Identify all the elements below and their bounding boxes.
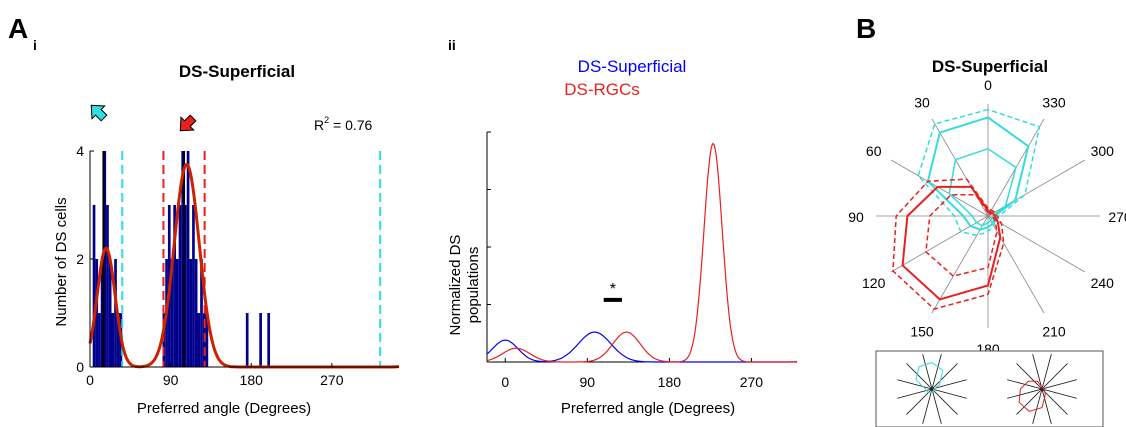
polar-spokes: [876, 104, 1100, 328]
svg-text:Normalized DS: Normalized DS: [447, 235, 464, 336]
polar-plot: DS-Superficial 0306090120150180210240270…: [848, 57, 1126, 427]
polar-angle-label: 210: [1042, 323, 1066, 339]
r-squared-annotation: R2 = 0.76: [314, 115, 373, 133]
x-tick-label: 90: [580, 374, 596, 390]
inset-spoke: [922, 354, 942, 424]
polar-angle-label: 330: [1042, 95, 1066, 111]
histogram-bar: [197, 313, 201, 367]
polar-angle-label: 30: [914, 95, 930, 111]
histogram-bar: [173, 205, 176, 367]
histogram-bar: [186, 151, 190, 367]
chart-a-title: DS-Superficial: [179, 62, 295, 81]
chart-a-ylabel: Number of DS cells: [53, 197, 70, 326]
histogram-bar: [181, 151, 185, 367]
series-ds-rgcs: [486, 142, 797, 363]
polar-angle-label: 90: [848, 209, 864, 225]
svg-text:populations: populations: [465, 247, 482, 324]
cyan-dashed-trace: [917, 108, 1041, 237]
x-tick-label: 180: [658, 374, 682, 390]
x-tick-label: 0: [501, 374, 509, 390]
y-tick-label: 0: [76, 359, 84, 375]
legend-ds-superficial: DS-Superficial: [578, 57, 687, 76]
polar-spoke: [890, 159, 989, 217]
cyan-solid-trace: [926, 116, 1030, 231]
polar-angle-label: 270: [1108, 209, 1126, 225]
chart-b-axes: 0 90 180 270: [486, 131, 797, 390]
panel-letter-ii: ii: [448, 37, 456, 53]
histogram-bar: [111, 313, 115, 367]
polar-angle-label: 300: [1091, 143, 1115, 159]
histogram-bar: [170, 259, 174, 367]
histogram-bar: [245, 313, 249, 367]
x-tick-label: 0: [86, 372, 94, 388]
histogram-bar: [92, 205, 96, 367]
inset-trace: [1018, 380, 1046, 412]
histogram-bar: [205, 313, 209, 367]
polar-angle-label: 150: [910, 323, 934, 339]
polar-spoke: [931, 215, 989, 314]
panel-letter-b: B: [856, 13, 876, 44]
significance-star: *: [610, 281, 616, 298]
histogram-bar: [178, 205, 182, 367]
panel-letter-i: i: [33, 37, 37, 53]
inset-trace: [915, 362, 944, 394]
histogram-bar: [108, 259, 112, 367]
histogram-bar: [114, 259, 117, 367]
histogram-bar: [106, 205, 109, 367]
polar-traces: [892, 108, 1041, 310]
panel-letter-a: A: [8, 13, 28, 44]
polar-angle-label: 240: [1091, 275, 1115, 291]
histogram-bar: [95, 259, 99, 367]
histogram-bar: [200, 259, 203, 367]
x-tick-label: 270: [740, 374, 764, 390]
red-solid-trace: [901, 185, 1002, 301]
polar-spoke: [987, 215, 1045, 314]
reference-lines: [102, 151, 382, 367]
histogram-bar: [98, 313, 101, 367]
x-tick-label: 270: [320, 372, 344, 388]
histogram-bar: [184, 205, 187, 367]
chart-b-ylabel: Normalized DS populations: [447, 235, 482, 336]
histogram-bar: [267, 313, 271, 367]
histogram-bar: [259, 313, 262, 367]
histogram-bar: [116, 313, 120, 367]
inset-spoke: [1032, 354, 1052, 424]
inset-box: [875, 350, 1104, 427]
polar-spoke: [890, 215, 989, 273]
inset-mini-polars: [897, 354, 1077, 424]
red-inner-trace: [925, 193, 998, 277]
population-chart: DS-Superficial DS-RGCs 0 90 180 270 * Prefe…: [447, 57, 798, 417]
red-arrow-icon: [179, 114, 197, 132]
legend-ds-rgcs: DS-RGCs: [564, 80, 640, 99]
histogram-bar: [192, 205, 195, 367]
chart-c-title: DS-Superficial: [932, 57, 1048, 76]
histogram-bar: [100, 259, 104, 367]
chart-b-xlabel: Preferred angle (Degrees): [561, 400, 735, 417]
histogram-bar: [194, 259, 198, 367]
polar-angle-labels: 0306090120150180210240270300330: [848, 77, 1126, 357]
polar-spoke: [987, 215, 1086, 273]
chart-a-axes: 0 90 180 270 0 2 4: [76, 143, 399, 388]
y-tick-label: 2: [76, 251, 84, 267]
red-dashed-trace: [892, 178, 1005, 310]
chart-a-xlabel: Preferred angle (Degrees): [137, 400, 311, 417]
x-tick-label: 180: [240, 372, 264, 388]
histogram-chart: DS-Superficial R2 = 0.76 0 90 180 270 0 2 4 Pr…: [53, 62, 400, 417]
y-tick-label: 4: [76, 143, 84, 159]
polar-angle-label: 60: [866, 143, 882, 159]
polar-spoke: [931, 118, 989, 217]
polar-angle-label: 120: [862, 275, 886, 291]
x-tick-label: 90: [163, 372, 179, 388]
polar-angle-label: 0: [984, 77, 992, 93]
gaussian-fit-curve: [88, 162, 400, 369]
cyan-inner-trace: [948, 147, 1017, 227]
histogram-bar: [175, 259, 179, 367]
histogram-bar: [189, 259, 193, 367]
cyan-arrow-icon: [90, 104, 108, 122]
histogram-bar: [103, 151, 107, 367]
